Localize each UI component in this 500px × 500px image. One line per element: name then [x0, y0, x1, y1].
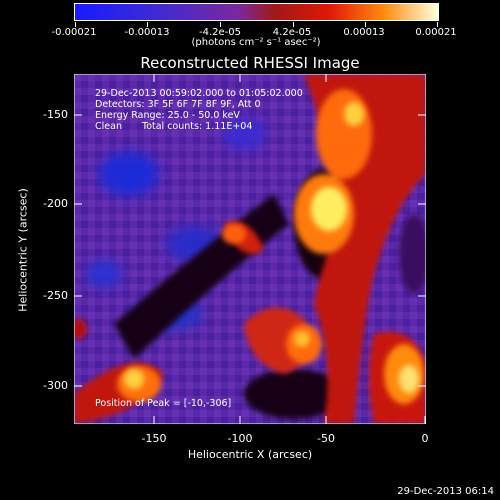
method-annotation: Clean	[95, 121, 122, 132]
page-title: Reconstructed RHESSI Image	[140, 54, 360, 72]
colorbar-tick-label: -0.00021	[51, 27, 97, 38]
x-tick-label: -50	[317, 432, 335, 445]
rhessi-image	[74, 74, 426, 424]
y-tick-label: -300	[43, 379, 68, 392]
energy-range-annotation: Energy Range: 25.0 - 50.0 keV	[95, 110, 240, 121]
y-axis-title: Heliocentric Y (arcsec)	[16, 188, 30, 312]
x-tick-label: 0	[421, 432, 429, 445]
axis-ticks	[74, 74, 426, 424]
colorbar-tick-label: -0.00013	[124, 27, 170, 38]
colorbar-tick	[293, 22, 294, 27]
total-counts-annotation: Total counts: 1.11E+04	[142, 121, 253, 132]
colorbar-tick-label: 0.00013	[343, 27, 385, 38]
colorbar-tick	[220, 22, 221, 27]
colorbar-tick	[437, 22, 438, 27]
colorbar-tick-label: -4.2e-05	[199, 27, 241, 38]
colorbar-tick	[147, 22, 148, 27]
time-range-annotation: 29-Dec-2013 00:59:02.000 to 01:05:02.000	[95, 88, 303, 99]
y-tick-label: -150	[43, 108, 68, 121]
colorbar-tick	[75, 22, 76, 27]
colorbar-units: (photons cm⁻² s⁻¹ asec⁻²)	[191, 37, 321, 48]
colorbar-tick-label: 4.2e-05	[272, 27, 312, 38]
x-axis-title: Heliocentric X (arcsec)	[187, 448, 313, 461]
peak-position-annotation: Position of Peak = [-10,-306]	[95, 398, 232, 409]
y-tick-label: -250	[43, 289, 68, 302]
detectors-annotation: Detectors: 3F 5F 6F 7F 8F 9F, Att 0	[95, 99, 261, 110]
colorbar-gradient	[75, 4, 438, 20]
y-tick-label: -200	[43, 197, 68, 210]
x-tick-label: -150	[141, 432, 167, 445]
colorbar	[74, 3, 439, 27]
colorbar-tick	[365, 22, 366, 27]
peak-emission-regions	[124, 102, 419, 393]
rhessi-image-canvas	[74, 74, 426, 424]
timestamp: 29-Dec-2013 06:14	[397, 486, 494, 497]
x-tick-label: -100	[227, 432, 253, 445]
colorbar-tick-label: 0.00021	[415, 27, 457, 38]
